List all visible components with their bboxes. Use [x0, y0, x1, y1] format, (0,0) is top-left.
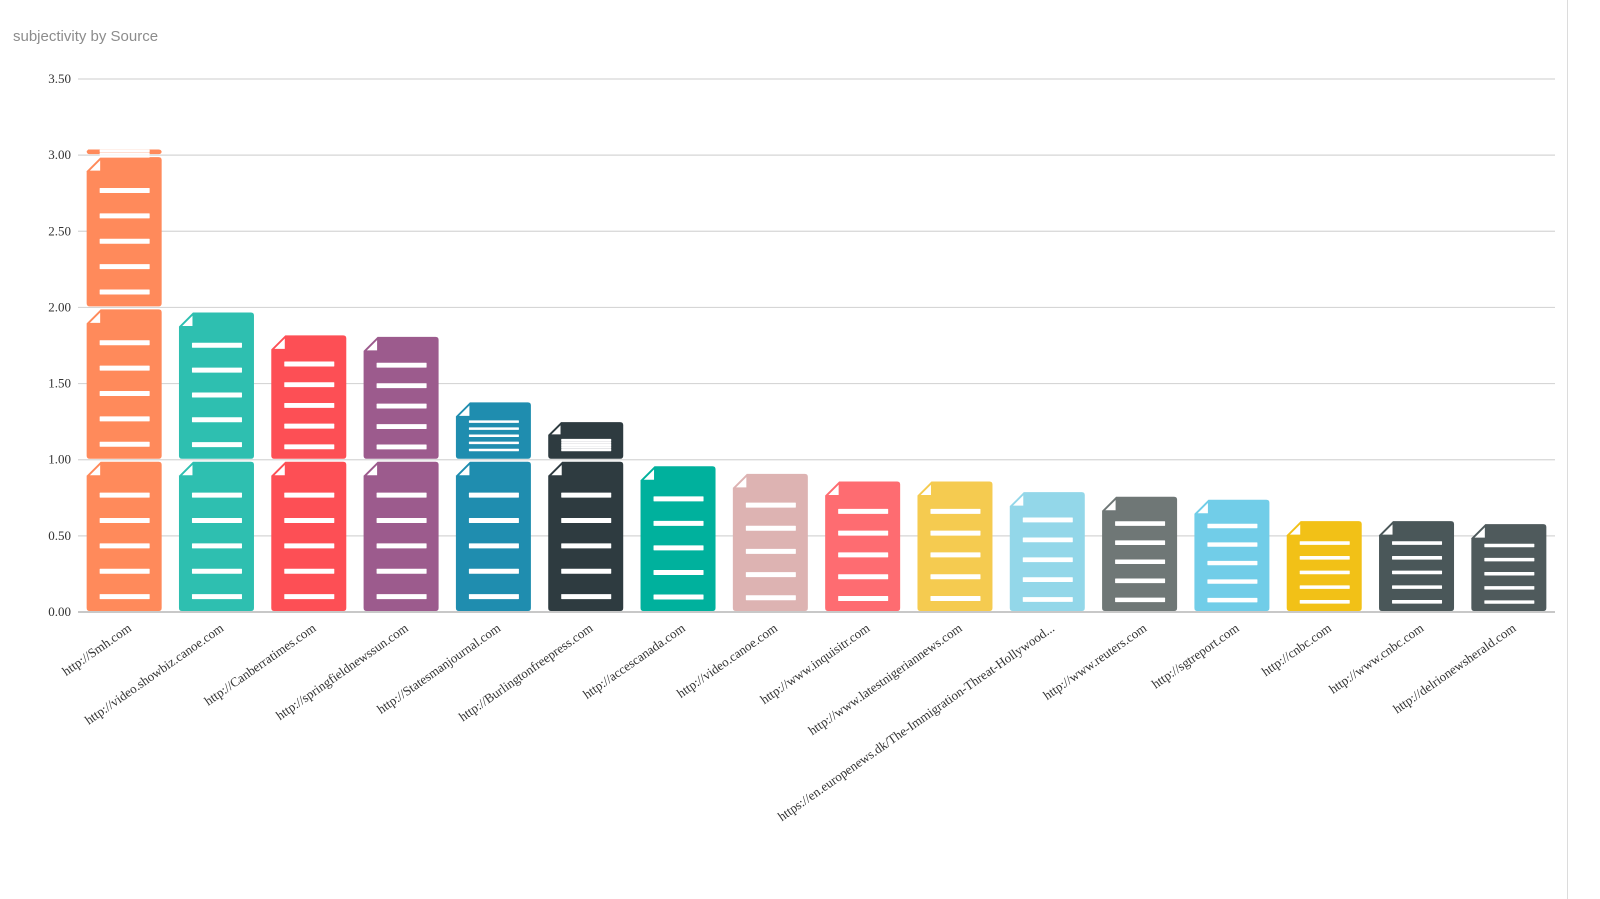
- x-tick-label: http://accescanada.com: [580, 620, 688, 702]
- document-icon: [548, 422, 624, 459]
- document-icon: [1379, 521, 1455, 611]
- x-tick-label: http://www.cnbc.com: [1326, 620, 1426, 696]
- bar: [1379, 521, 1455, 611]
- document-icon: [86, 461, 162, 611]
- x-tick-label: http://Smh.com: [59, 620, 134, 678]
- document-icon: [455, 461, 531, 611]
- document-icon: [86, 309, 162, 459]
- chart-title: subjectivity by Source: [13, 28, 159, 45]
- bar: [1102, 496, 1178, 611]
- document-icon: [825, 481, 901, 611]
- document-icon: [178, 312, 254, 459]
- document-icon: [1471, 524, 1547, 611]
- document-icon: [178, 461, 254, 611]
- bar: [1471, 524, 1547, 611]
- document-icon: [640, 466, 716, 611]
- bar: [178, 312, 254, 611]
- bar: [640, 466, 716, 611]
- bar: [271, 335, 347, 611]
- document-icon: [1102, 496, 1178, 611]
- y-tick-label: 1.50: [48, 376, 71, 391]
- bar: [455, 402, 531, 611]
- y-tick-label: 3.50: [48, 71, 71, 86]
- bar: [548, 422, 624, 611]
- bar: [917, 481, 993, 611]
- x-tick-label: http://www.latestnigeriannews.com: [805, 620, 964, 738]
- x-tick-label: http://video.canoe.com: [674, 620, 780, 701]
- x-tick-label: http://cnbc.com: [1259, 620, 1334, 679]
- document-icon: [548, 461, 624, 611]
- x-tick-label: http://sgtreport.com: [1149, 620, 1242, 691]
- scrollbar-track[interactable]: [1567, 0, 1600, 899]
- document-icon: [86, 144, 162, 158]
- bar: [363, 336, 439, 611]
- bar: [1009, 492, 1085, 611]
- document-icon: [271, 335, 347, 459]
- document-icon: [271, 461, 347, 611]
- y-tick-label: 0.00: [48, 604, 71, 619]
- document-icon: [1286, 521, 1362, 611]
- document-icon: [455, 402, 531, 459]
- bar: [1286, 521, 1362, 611]
- document-icon: [363, 336, 439, 459]
- document-icon: [1009, 492, 1085, 611]
- bar: [732, 473, 808, 611]
- document-icon: [1194, 499, 1270, 611]
- y-tick-label: 0.50: [48, 528, 71, 543]
- document-icon: [86, 157, 162, 307]
- bar: [1194, 499, 1270, 611]
- document-icon: [732, 473, 808, 611]
- y-tick-label: 1.00: [48, 452, 71, 467]
- bar: [86, 144, 162, 611]
- document-icon: [363, 461, 439, 611]
- y-tick-label: 2.00: [48, 299, 71, 314]
- y-tick-label: 3.00: [48, 147, 71, 162]
- y-tick-label: 2.50: [48, 223, 71, 238]
- bar: [825, 481, 901, 611]
- document-icon: [917, 481, 993, 611]
